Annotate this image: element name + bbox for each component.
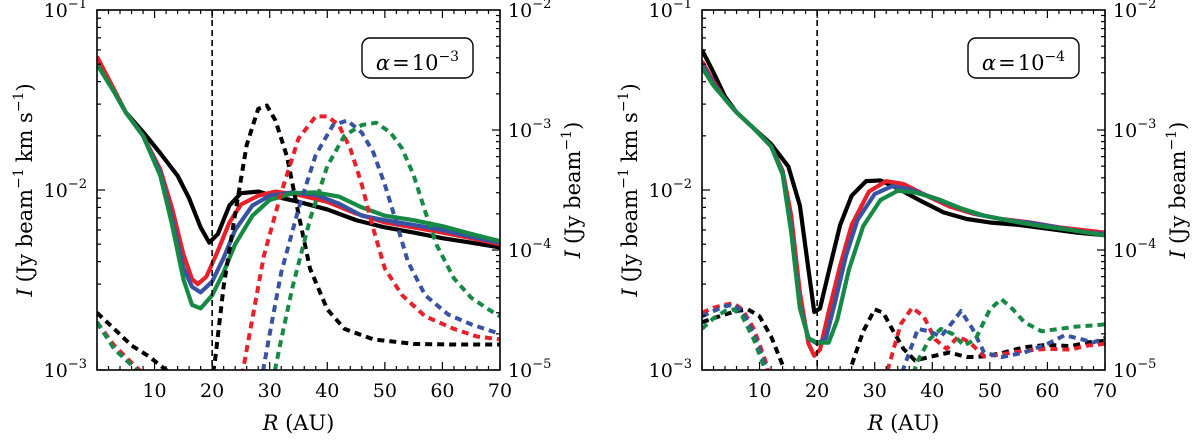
series-dashed-red xyxy=(97,114,500,370)
x-tick-label: 40 xyxy=(315,380,339,402)
x-tick-label: 60 xyxy=(430,380,454,402)
y-tick-label-right: 10−4 xyxy=(1113,237,1156,262)
y-tick-label-right: 10−5 xyxy=(1113,357,1156,382)
y-tick-label-right: 10−2 xyxy=(508,0,551,22)
y-tick-label-left: 10−3 xyxy=(649,357,692,382)
x-tick-label: 40 xyxy=(920,380,944,402)
chart-panel-2: 10 20 30 40 50 60 70 10−3 10−2 10−1 10−5 10−4 10−3 10… xyxy=(616,0,1190,435)
x-tick-label: 10 xyxy=(747,380,771,402)
x-tick-label: 30 xyxy=(863,380,887,402)
x-axis-title: R (AU) xyxy=(262,411,335,435)
series-solid-red xyxy=(702,60,1105,358)
series-solid-green xyxy=(702,66,1105,345)
plot-area xyxy=(97,55,500,370)
series-dashed-blue xyxy=(702,302,1105,370)
alpha-annotation: α=10−4 xyxy=(982,49,1065,75)
x-tick-label: 20 xyxy=(805,380,829,402)
x-tick-label: 50 xyxy=(978,380,1002,402)
x-tick-label: 70 xyxy=(1093,380,1117,402)
x-tick-label: 60 xyxy=(1035,380,1059,402)
series-solid-black xyxy=(97,63,500,250)
y-tick-label-left: 10−2 xyxy=(44,177,87,202)
series-solid-blue xyxy=(702,63,1105,346)
y-tick-label-left: 10−1 xyxy=(649,0,692,22)
series-dashed-green xyxy=(97,120,500,370)
series-dashed-blue xyxy=(97,118,500,370)
y-tick-label-right: 10−3 xyxy=(508,117,551,142)
x-axis-title: R (AU) xyxy=(867,411,940,435)
plot-area xyxy=(702,48,1105,370)
y-tick-label-left: 10−3 xyxy=(44,357,87,382)
x-tick-label: 30 xyxy=(258,380,282,402)
y-tick-label-right: 10−5 xyxy=(508,357,551,382)
y-tick-label-left: 10−2 xyxy=(649,177,692,202)
y-tick-label-left: 10−1 xyxy=(44,0,87,22)
y-tick-label-right: 10−2 xyxy=(1113,0,1156,22)
y-axis-title-right: I(Jy beam−1) xyxy=(559,122,585,260)
alpha-annotation: α=10−3 xyxy=(376,49,459,75)
alpha-annotation-box xyxy=(967,37,1080,79)
y-axis-title-left: I(Jy beam−1km s−1) xyxy=(11,83,37,297)
alpha-annotation-box xyxy=(361,37,474,79)
y-axis-title-left: I(Jy beam−1km s−1) xyxy=(616,83,642,297)
series-solid-green xyxy=(97,63,500,311)
series-dashed-black xyxy=(97,103,500,370)
y-axis-title-right: I(Jy beam−1) xyxy=(1164,122,1190,260)
chart-panel-1: 10 20 30 40 50 60 70 10−3 10−2 10−1 10−5 10−4 10−3 10… xyxy=(11,0,585,435)
x-tick-label: 20 xyxy=(200,380,224,402)
x-tick-label: 10 xyxy=(142,380,166,402)
series-solid-black xyxy=(702,48,1105,315)
series-dashed-black xyxy=(702,307,1105,370)
x-tick-label: 50 xyxy=(373,380,397,402)
y-tick-label-right: 10−4 xyxy=(508,237,551,262)
series-dashed-green xyxy=(702,297,1105,370)
y-tick-label-right: 10−3 xyxy=(1113,117,1156,142)
x-tick-label: 70 xyxy=(488,380,512,402)
